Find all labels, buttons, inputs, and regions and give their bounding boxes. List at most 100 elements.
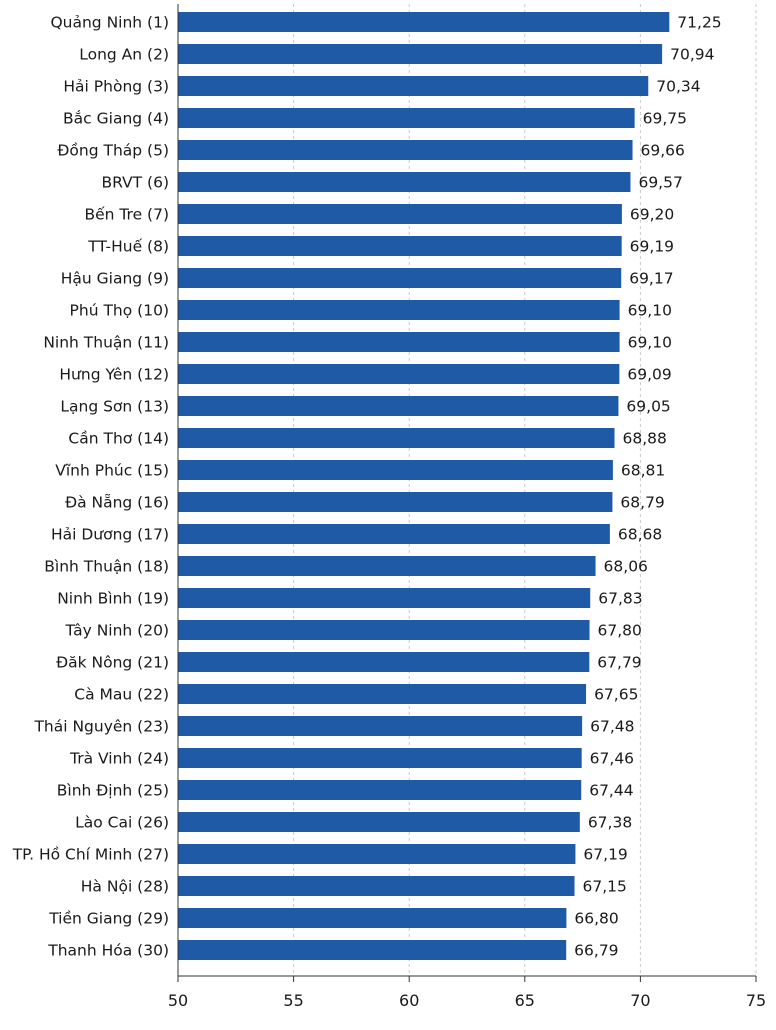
category-label: TT-Huế (8): [87, 238, 169, 256]
value-label: 67,79: [597, 654, 641, 672]
bar: [178, 556, 596, 576]
bar-layer: [178, 12, 670, 960]
value-label: 67,46: [590, 750, 634, 768]
category-label: Phú Thọ (10): [70, 302, 169, 320]
category-label: Tiền Giang (29): [48, 910, 169, 928]
value-label: 69,19: [630, 238, 674, 256]
value-label: 67,83: [598, 590, 642, 608]
category-label: Trà Vinh (24): [69, 750, 169, 768]
value-label: 68,79: [620, 494, 664, 512]
category-label: Quảng Ninh (1): [50, 14, 169, 32]
category-label: Lạng Sơn (13): [60, 398, 169, 416]
category-label: Hải Phòng (3): [63, 78, 169, 96]
value-label: 69,05: [626, 398, 670, 416]
x-tick-label: 50: [168, 991, 188, 1010]
value-label: 69,75: [643, 110, 687, 128]
x-tick-label: 65: [515, 991, 535, 1010]
value-label: 67,80: [598, 622, 642, 640]
bar: [178, 396, 619, 416]
bar: [178, 492, 613, 512]
bar: [178, 908, 567, 928]
bar: [178, 76, 649, 96]
category-label: Ninh Thuận (11): [43, 334, 169, 352]
x-axis: 50 55 60 65 70 75: [168, 4, 766, 1010]
value-label: 68,88: [623, 430, 667, 448]
category-label: TP. Hồ Chí Minh (27): [12, 846, 169, 864]
bar: [178, 716, 583, 736]
category-label: Đồng Tháp (5): [57, 142, 169, 160]
x-tick-label: 60: [399, 991, 419, 1010]
bar: [178, 844, 576, 864]
value-label: 70,34: [656, 78, 700, 96]
bar: [178, 524, 610, 544]
value-label: 69,57: [638, 174, 682, 192]
category-label: Cần Thơ (14): [68, 430, 169, 448]
category-label: Cà Mau (22): [74, 686, 169, 704]
label-layer: Quảng Ninh (1) 71,25 Long An (2) 70,94 Hải P…: [12, 14, 722, 960]
category-label: Long An (2): [79, 46, 169, 64]
category-label: Bến Tre (7): [84, 206, 169, 224]
value-label: 70,94: [670, 46, 714, 64]
category-label: Hậu Giang (9): [61, 270, 169, 288]
category-label: BRVT (6): [101, 174, 169, 192]
category-label: Lào Cai (26): [75, 814, 169, 832]
bar: [178, 172, 631, 192]
value-label: 67,44: [589, 782, 633, 800]
value-label: 67,48: [590, 718, 634, 736]
bar: [178, 940, 567, 960]
bar: [178, 204, 622, 224]
x-tick-label: 75: [746, 991, 766, 1010]
value-label: 69,66: [641, 142, 685, 160]
category-label: Bắc Giang (4): [63, 110, 169, 128]
bar: [178, 876, 575, 896]
x-tick-label: 55: [283, 991, 303, 1010]
value-label: 67,65: [594, 686, 638, 704]
x-tick-label: 70: [630, 991, 650, 1010]
value-label: 66,79: [574, 942, 618, 960]
bar: [178, 684, 587, 704]
bar: [178, 44, 663, 64]
category-label: Thanh Hóa (30): [47, 942, 169, 960]
bar: [178, 332, 620, 352]
bar: [178, 236, 622, 256]
bar: [178, 588, 591, 608]
value-label: 69,10: [628, 302, 672, 320]
value-label: 69,10: [628, 334, 672, 352]
value-label: 68,68: [618, 526, 662, 544]
bar: [178, 300, 620, 320]
value-label: 69,20: [630, 206, 674, 224]
category-label: Hải Dương (17): [51, 526, 169, 544]
bar: [178, 748, 582, 768]
category-label: Đà Nẵng (16): [65, 494, 169, 512]
bar: [178, 428, 615, 448]
category-label: Tây Ninh (20): [64, 622, 169, 640]
value-label: 69,09: [627, 366, 671, 384]
category-label: Vĩnh Phúc (15): [55, 462, 169, 480]
value-label: 69,17: [629, 270, 673, 288]
value-label: 67,15: [583, 878, 627, 896]
category-label: Bình Định (25): [57, 782, 169, 800]
bar: [178, 268, 622, 288]
bar: [178, 812, 580, 832]
value-label: 71,25: [677, 14, 721, 32]
value-label: 68,81: [621, 462, 665, 480]
value-label: 68,06: [604, 558, 648, 576]
category-label: Ninh Bình (19): [57, 590, 169, 608]
value-label: 66,80: [574, 910, 618, 928]
category-label: Đăk Nông (21): [56, 654, 169, 672]
bar: [178, 108, 635, 128]
bar: [178, 364, 620, 384]
bar: [178, 12, 670, 32]
bar: [178, 652, 590, 672]
value-label: 67,19: [583, 846, 627, 864]
value-label: 67,38: [588, 814, 632, 832]
category-label: Bình Thuận (18): [44, 558, 169, 576]
bar: [178, 780, 582, 800]
category-label: Hà Nội (28): [81, 878, 169, 896]
bar: [178, 140, 633, 160]
category-label: Thái Nguyên (23): [33, 718, 169, 736]
bar: [178, 620, 590, 640]
category-label: Hưng Yên (12): [59, 366, 169, 384]
bar: [178, 460, 613, 480]
